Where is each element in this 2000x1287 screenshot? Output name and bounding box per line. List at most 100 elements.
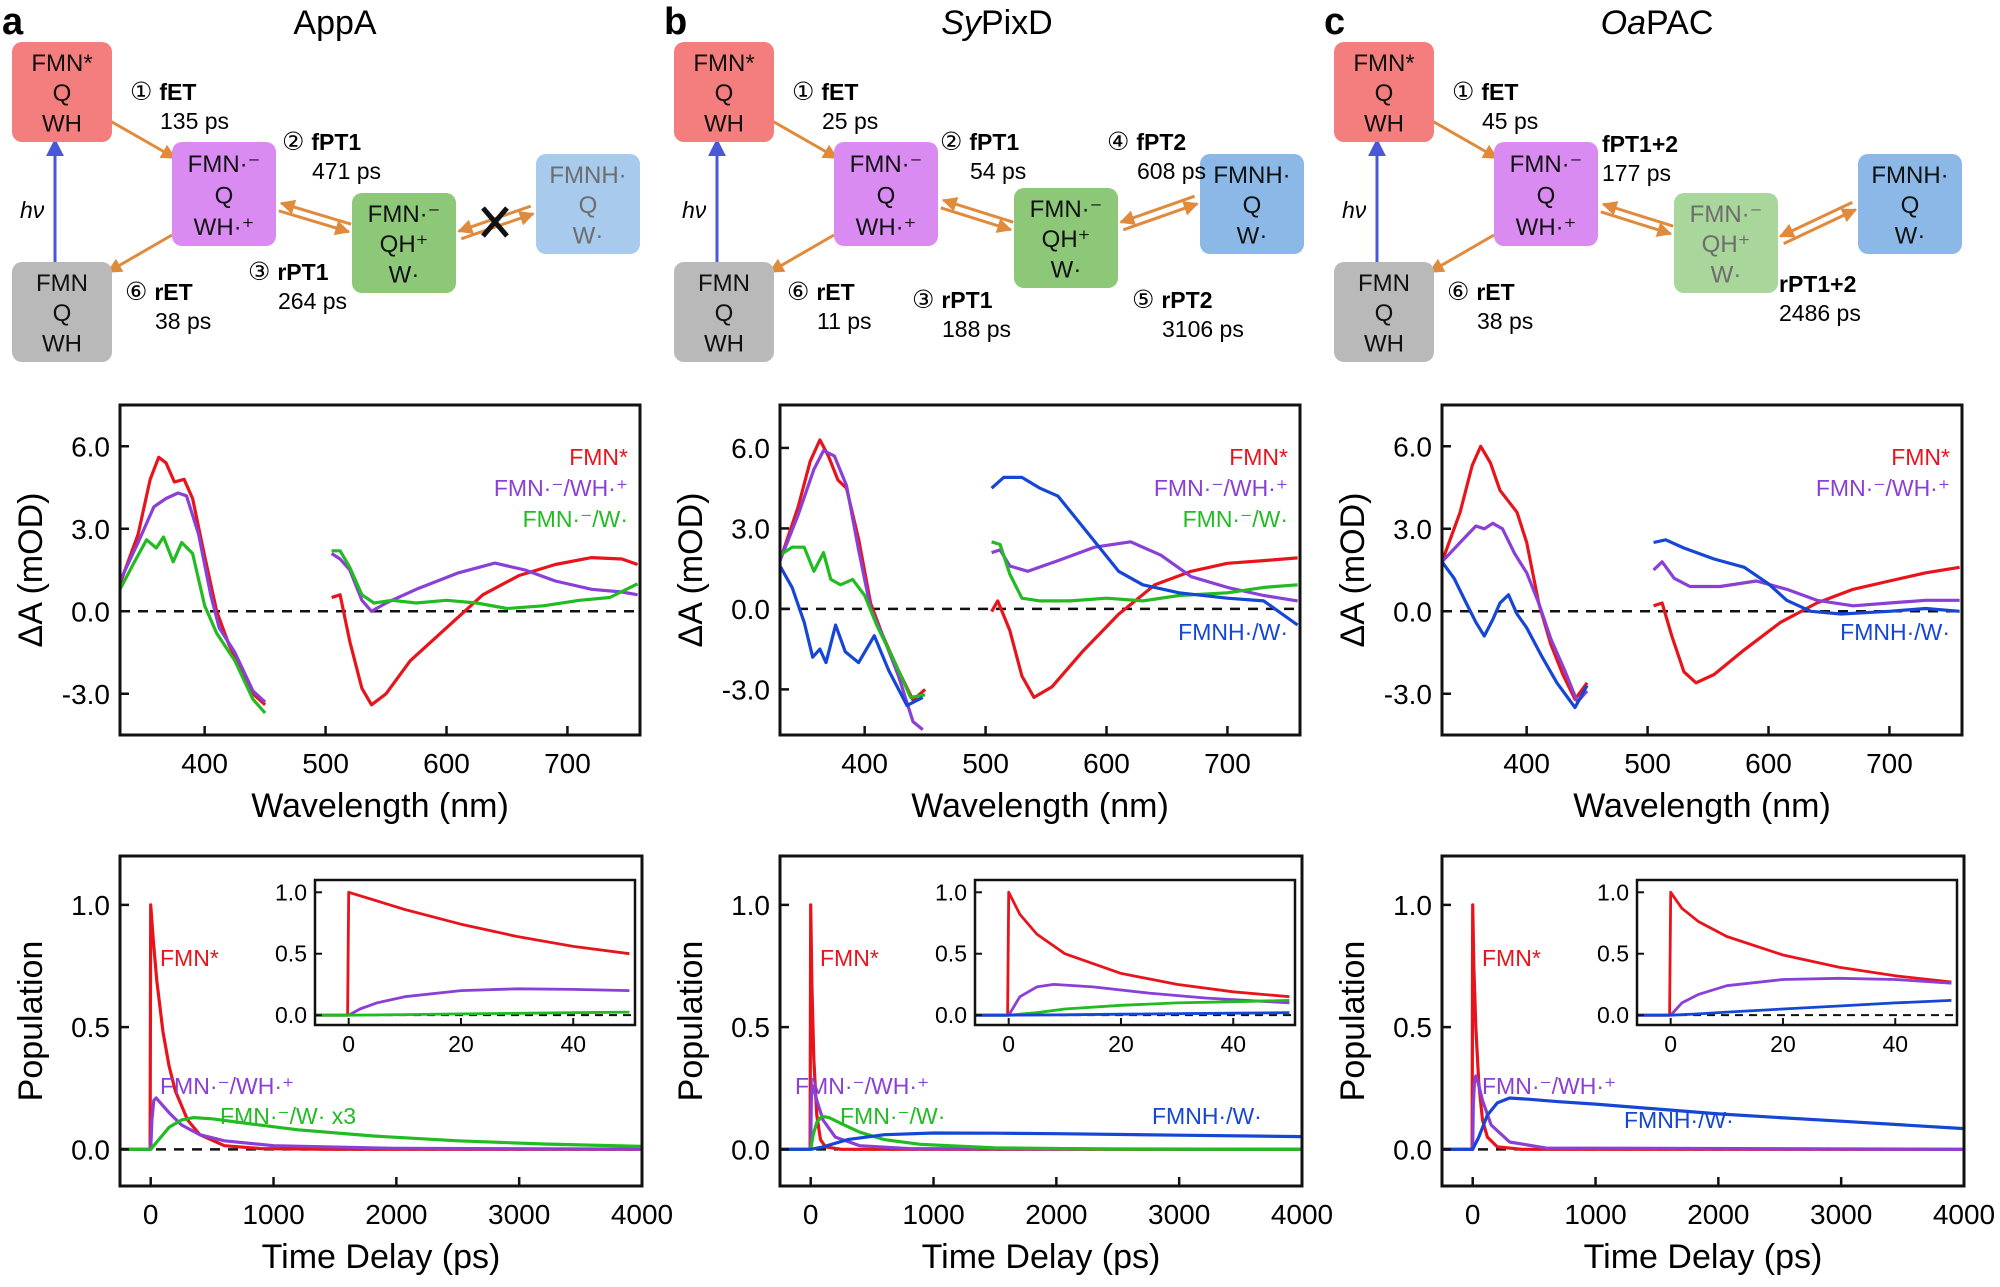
y-tick-label: 6.0 bbox=[1393, 431, 1432, 462]
box-protonated-line: FMN·⁻ bbox=[1030, 196, 1103, 223]
y-axis-label: ΔA (mOD) bbox=[12, 493, 50, 648]
box-radical-line: FMN·⁻ bbox=[1510, 151, 1583, 178]
box-final: FMNH· Q W· bbox=[1858, 154, 1962, 254]
inset-x-tick-label: 0 bbox=[1002, 1031, 1015, 1057]
box-protonated-line: QH⁺ bbox=[380, 231, 429, 258]
legend-entry: FMN* bbox=[1482, 945, 1541, 971]
inset-y-tick-label: 0.0 bbox=[275, 1002, 307, 1028]
step-fet-rate: 135 ps bbox=[160, 108, 229, 134]
box-radical-bg bbox=[1494, 142, 1598, 246]
spectra-chart-a: 400 500 600 700 6.0 3.0 0.0 -3.0 Wavelength (nm)… bbox=[12, 403, 642, 825]
step-fpt1-label: ② fPT1 bbox=[282, 128, 361, 156]
inset-series-0 bbox=[315, 890, 630, 1017]
box-radical-line: WH·⁺ bbox=[194, 214, 255, 241]
series-line-1 bbox=[778, 449, 1298, 731]
inset-series-0 bbox=[1637, 890, 1952, 1017]
box-protonated-bg bbox=[1674, 193, 1778, 293]
series-line-2 bbox=[780, 1114, 1303, 1151]
step-fet-rate: 45 ps bbox=[1482, 108, 1538, 134]
box-final-line: W· bbox=[1895, 222, 1926, 249]
box-final-line: Q bbox=[1243, 192, 1262, 219]
box-radical-bg bbox=[834, 142, 938, 246]
y-tick-label: 0.5 bbox=[731, 1012, 770, 1043]
box-excited: FMN* Q WH bbox=[1334, 42, 1434, 142]
y-tick-label: 0.5 bbox=[1393, 1012, 1432, 1043]
x-tick-label: 600 bbox=[423, 748, 470, 779]
box-protonated-bg bbox=[1014, 188, 1118, 288]
inset-series-2 bbox=[1637, 999, 1952, 1017]
legend-entry: FMNH·/W· bbox=[1152, 1103, 1262, 1129]
inset-series-2 bbox=[315, 1010, 630, 1017]
y-tick-label: 0.0 bbox=[71, 1134, 110, 1165]
pt1-arrows-backward bbox=[1601, 201, 1674, 228]
series-line-0 bbox=[120, 903, 642, 1151]
x-tick-label: 400 bbox=[1503, 748, 1550, 779]
box-excited-line: FMN* bbox=[693, 50, 754, 77]
x-tick-label: 400 bbox=[181, 748, 228, 779]
box-ground-bg bbox=[1334, 262, 1434, 362]
inset-x-tick-label: 20 bbox=[1108, 1031, 1134, 1057]
inset-series-1 bbox=[975, 983, 1290, 1017]
step-rpt1-label: ③ rPT1 bbox=[248, 258, 329, 286]
box-final-line: Q bbox=[1901, 192, 1920, 219]
legend-entry: FMN·⁻/WH·⁺ bbox=[494, 475, 628, 501]
step-rpt1-rate: 188 ps bbox=[942, 316, 1011, 342]
inset-series-1 bbox=[315, 987, 630, 1017]
fet-arrow bbox=[1426, 116, 1499, 160]
box-excited-line: WH bbox=[42, 110, 82, 137]
legend-entry: FMN·⁻/WH·⁺ bbox=[795, 1073, 929, 1099]
pt1-arrows-backward bbox=[941, 197, 1014, 224]
x-tick-label: 0 bbox=[1465, 1199, 1481, 1230]
box-ground-line: Q bbox=[715, 300, 734, 327]
inset-frame bbox=[313, 878, 637, 1027]
box-excited: FMN* Q WH bbox=[674, 42, 774, 142]
pt2-arrows-backward bbox=[1119, 194, 1196, 225]
box-final-line: FMNH· bbox=[1871, 162, 1948, 189]
box-ground: FMN Q WH bbox=[674, 262, 774, 362]
y-tick-label: 1.0 bbox=[1393, 890, 1432, 921]
series-line-2 bbox=[779, 540, 1298, 699]
box-excited-line: Q bbox=[53, 80, 72, 107]
legend-entry: FMN* bbox=[1891, 444, 1950, 470]
inset-y-tick-label: 0.5 bbox=[935, 941, 967, 967]
x-tick-label: 700 bbox=[544, 748, 591, 779]
x-tick-label: 500 bbox=[962, 748, 1009, 779]
box-radical-line: WH·⁺ bbox=[1516, 214, 1577, 241]
box-final-line: FMNH· bbox=[1213, 162, 1290, 189]
inset-x-tick-label: 40 bbox=[1220, 1031, 1246, 1057]
box-excited-line: FMN* bbox=[1353, 50, 1414, 77]
x-tick-label: 4000 bbox=[1271, 1199, 1333, 1230]
inset-y-tick-label: 0.5 bbox=[275, 941, 307, 967]
pt1-arrows-forward bbox=[1600, 210, 1673, 237]
inset-y-tick-label: 1.0 bbox=[935, 879, 967, 905]
x-tick-label: 700 bbox=[1866, 748, 1913, 779]
legend-entry: FMN·⁻/WH·⁺ bbox=[160, 1073, 294, 1099]
hv-label: hν bbox=[682, 197, 707, 223]
series-line-0 bbox=[780, 903, 1302, 1151]
panel-title: SyPixD bbox=[941, 4, 1052, 42]
box-protonated-line: W· bbox=[1051, 256, 1082, 283]
plot-frame bbox=[1440, 854, 1966, 1188]
box-final-line: W· bbox=[1237, 222, 1268, 249]
y-tick-label: 1.0 bbox=[731, 890, 770, 921]
x-tick-label: 700 bbox=[1204, 748, 1251, 779]
legend-entry: FMN·⁻/W· x3 bbox=[220, 1103, 356, 1129]
step-fpt2-label: ④ fPT2 bbox=[1107, 128, 1186, 156]
box-excited-bg bbox=[674, 42, 774, 142]
box-radical-bg bbox=[172, 142, 276, 246]
pt2-arrows-backward bbox=[1778, 201, 1853, 238]
box-ground-line: WH bbox=[42, 330, 82, 357]
pt1-arrows-backward bbox=[279, 199, 352, 226]
legend-entry: FMNH·/W· bbox=[1178, 619, 1288, 645]
plot-frame bbox=[118, 854, 644, 1188]
step-rpt12-rate: 2486 ps bbox=[1779, 300, 1861, 326]
x-tick-label: 500 bbox=[302, 748, 349, 779]
legend-entry: FMN* bbox=[160, 945, 219, 971]
inset-bg bbox=[1637, 880, 1957, 1025]
scheme-panel-b: b SyPixD hν FMN* Q WH FMN Q WH FMN·⁻ Q WH·⁺ ① fET25 … bbox=[664, 1, 1304, 362]
step-rpt1-label: ③ rPT1 bbox=[912, 286, 993, 314]
x-tick-label: 0 bbox=[143, 1199, 159, 1230]
legend-entry: FMN·⁻/W· bbox=[840, 1103, 945, 1129]
